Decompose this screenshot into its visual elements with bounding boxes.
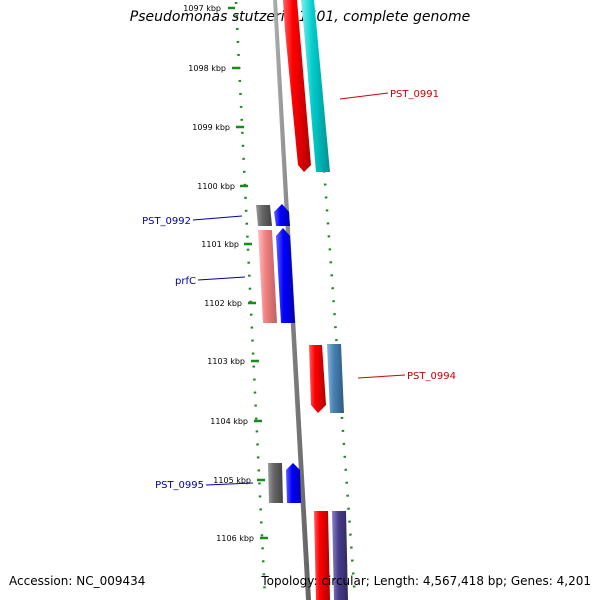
gene-feature-blue[interactable] xyxy=(276,228,295,323)
gene-feature-grey[interactable] xyxy=(256,205,272,226)
ruler-label: 1105 kbp xyxy=(213,476,251,485)
ruler-label: 1103 kbp xyxy=(207,357,245,366)
gene-pst-0992[interactable] xyxy=(256,204,290,226)
gene-label-pst-0994[interactable]: PST_0994 xyxy=(407,371,456,382)
ruler-label: 1102 kbp xyxy=(204,299,242,308)
gene-feature-red[interactable] xyxy=(283,0,311,172)
gene-feature-blue[interactable] xyxy=(274,204,290,226)
leader-pst-0992 xyxy=(192,215,243,221)
gene-feature-red[interactable] xyxy=(309,345,326,413)
ruler-label: 1098 kbp xyxy=(188,64,226,73)
gene-prfc[interactable] xyxy=(258,228,295,323)
gene-feature-red[interactable] xyxy=(314,511,330,600)
gene-label-pst-0991[interactable]: PST_0991 xyxy=(390,89,439,100)
gene-feature-steel[interactable] xyxy=(327,344,344,413)
gene-feature-cyan[interactable] xyxy=(301,0,330,172)
gene-bottom[interactable] xyxy=(314,511,348,600)
gene-pst-0994[interactable] xyxy=(309,344,344,413)
gene-pst-0995[interactable] xyxy=(268,463,301,503)
gene-feature-pink[interactable] xyxy=(258,230,277,323)
accession-text: Accession: NC_009434 xyxy=(9,574,146,588)
ruler-label: 1097 kbp xyxy=(183,4,221,13)
ruler-label: 1101 kbp xyxy=(201,240,239,249)
ruler-ticks: 1097 kbp 1098 kbp 1099 kbp 1100 kbp 1101… xyxy=(183,4,268,543)
leader-pst-0994 xyxy=(357,374,406,379)
gene-pst-0991[interactable] xyxy=(283,0,330,172)
gene-label-pst-0995[interactable]: PST_0995 xyxy=(155,480,204,491)
gene-feature-slate[interactable] xyxy=(332,511,348,600)
ruler-label: 1106 kbp xyxy=(216,534,254,543)
gene-feature-blue[interactable] xyxy=(286,463,301,503)
ruler-label: 1100 kbp xyxy=(197,182,235,191)
gene-label-pst-0992[interactable]: PST_0992 xyxy=(142,216,191,227)
ruler-label: 1099 kbp xyxy=(192,123,230,132)
leader-pst-0995 xyxy=(205,482,254,486)
gene-label-prfc[interactable]: prfC xyxy=(175,276,196,287)
ruler-label: 1104 kbp xyxy=(210,417,248,426)
leader-prfc xyxy=(197,276,246,281)
label-leaders xyxy=(192,92,406,486)
gene-labels: PST_0991 PST_0992 prfC PST_0994 PST_0995 xyxy=(142,89,456,491)
gene-feature-grey[interactable] xyxy=(268,463,283,503)
leader-pst-0991 xyxy=(339,92,389,100)
genome-summary-text: Topology: circular; Length: 4,567,418 bp… xyxy=(261,574,591,588)
map-title: Pseudomonas stutzeri A1501, complete gen… xyxy=(129,9,471,25)
